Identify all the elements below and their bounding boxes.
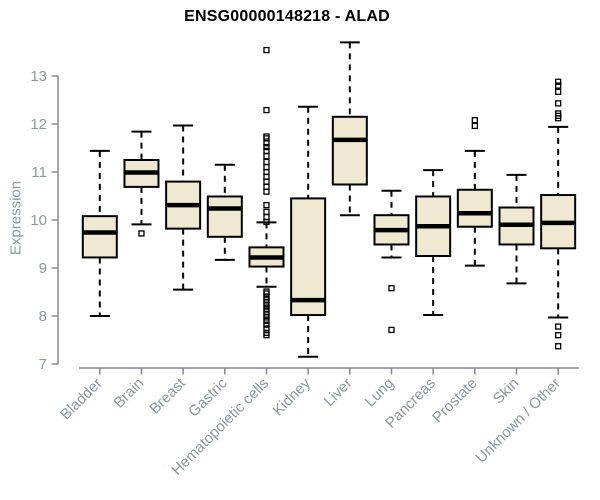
boxplot-liver-box <box>331 115 368 186</box>
x-tick-label-kidney: Kidney <box>270 374 315 419</box>
y-tick-label: 10 <box>30 212 47 229</box>
boxplot-unknown-other-outlier <box>555 115 562 122</box>
boxplot-prostate-box <box>456 188 493 228</box>
boxplot-hematopoietic-cells-outlier <box>263 201 270 209</box>
x-tick-label-brain: Brain <box>111 375 148 412</box>
boxplot-hematopoietic-cells-outlier <box>263 208 270 215</box>
boxplot-prostate-outlier <box>471 122 478 130</box>
boxplot-unknown-other-outlier <box>555 78 562 85</box>
boxplot-unknown-other-outlier <box>555 323 562 330</box>
boxplot-unknown-other-outlier <box>555 88 562 95</box>
x-tick-label-bladder: Bladder <box>57 375 106 424</box>
y-tick-label: 12 <box>30 116 47 133</box>
x-tick-label-liver: Liver <box>321 375 356 410</box>
y-tick-label: 7 <box>39 356 47 373</box>
boxplot-hematopoietic-cells-outlier <box>263 188 270 195</box>
boxplot-hematopoietic-cells-outlier <box>263 314 270 321</box>
x-tick-label-prostate: Prostate <box>429 375 481 427</box>
boxplot-hematopoietic-cells-outlier <box>263 106 270 114</box>
y-tick-label: 13 <box>30 68 47 85</box>
boxplot-hematopoietic-cells-outlier <box>263 140 270 147</box>
boxplot-unknown-other-outlier <box>555 100 562 107</box>
boxplot-hematopoietic-cells-outlier <box>263 153 270 160</box>
boxplot-hematopoietic-cells-outlier <box>263 218 270 226</box>
chart-title: ENSG00000148218 - ALAD <box>184 8 390 25</box>
boxplot-hematopoietic-cells-outlier <box>263 143 270 151</box>
boxplot-hematopoietic-cells-outlier <box>263 317 270 324</box>
boxplot-kidney-box <box>290 197 327 317</box>
x-tick-label-breast: Breast <box>146 374 189 417</box>
y-tick-label: 11 <box>31 164 47 181</box>
boxplot-hematopoietic-cells-outlier <box>263 302 270 309</box>
boxplot-lung-outlier <box>388 326 395 334</box>
boxplot-brain-outlier <box>138 230 145 237</box>
boxplot-hematopoietic-cells-outlier <box>263 325 270 332</box>
boxplot-hematopoietic-cells-outlier <box>263 158 270 166</box>
boxplot-hematopoietic-cells-outlier <box>263 290 270 297</box>
y-tick-label: 8 <box>39 308 47 325</box>
boxplot-lung-outlier <box>388 285 395 292</box>
boxplot-gastric-box <box>206 195 243 238</box>
boxplot-unknown-other-outlier <box>555 343 562 350</box>
y-tick-label: 9 <box>39 260 47 277</box>
boxplot-unknown-other-outlier <box>555 332 562 339</box>
boxplot-hematopoietic-cells-outlier <box>263 46 270 54</box>
boxplot-unknown-other-outlier <box>555 82 562 89</box>
boxplot-bladder-box <box>81 215 118 259</box>
boxplot-hematopoietic-cells-outlier <box>263 321 270 328</box>
x-tick-label-lung: Lung <box>362 375 398 411</box>
boxplot-hematopoietic-cells-outlier <box>263 332 270 339</box>
boxplot-prostate-outlier <box>471 117 478 124</box>
x-tick-label-skin: Skin <box>490 375 523 408</box>
